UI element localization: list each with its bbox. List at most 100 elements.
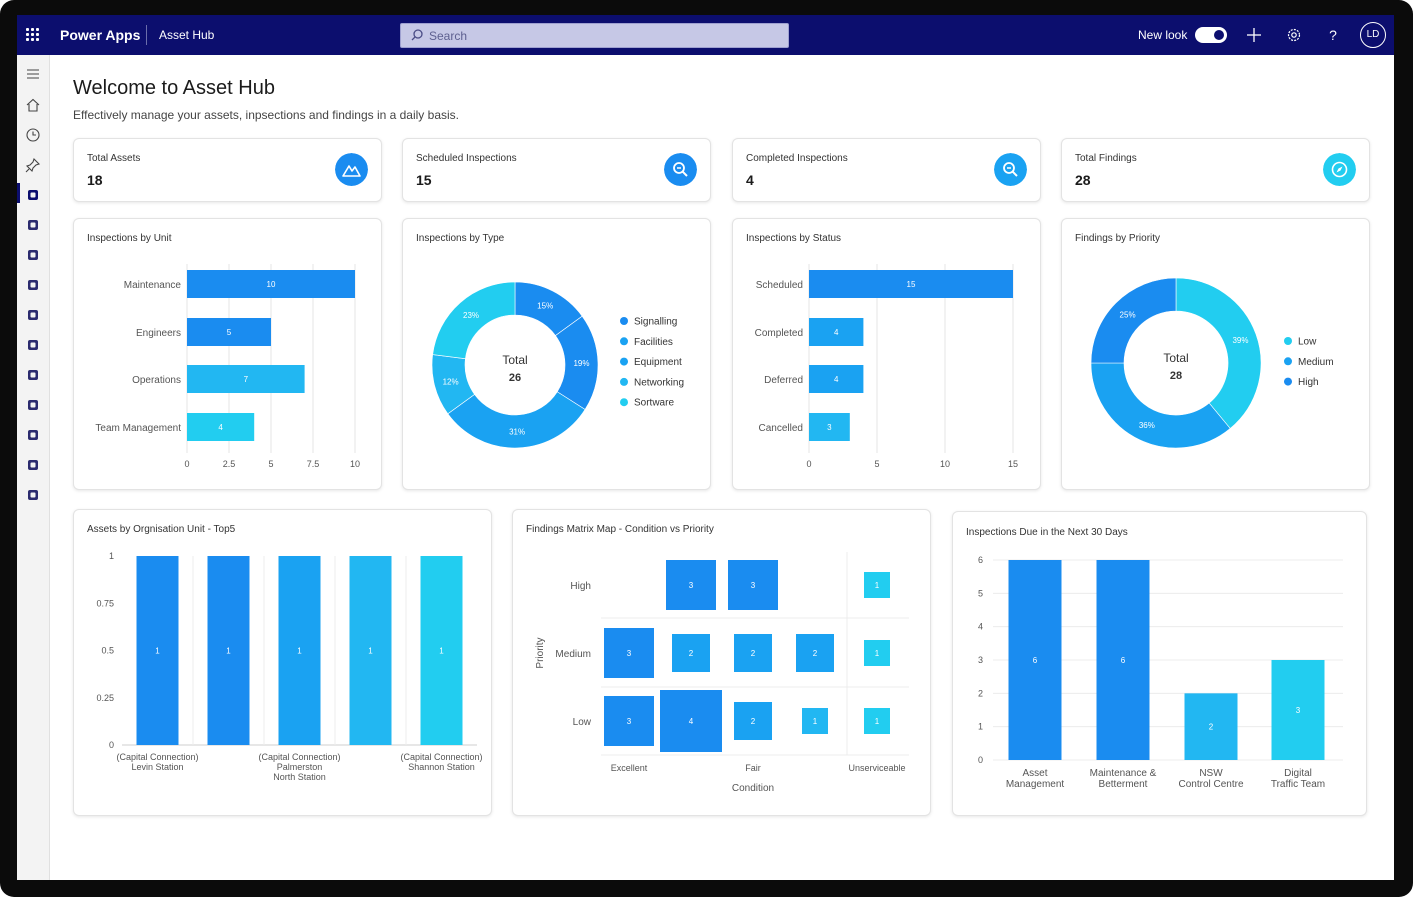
monitor-chart-icon[interactable]: [24, 456, 42, 474]
category-label: Deferred: [764, 375, 803, 386]
category-label: Shannon Station: [408, 762, 475, 772]
brand-name[interactable]: Power Apps: [60, 27, 141, 43]
kpi-card-total-findings[interactable]: Total Findings 28: [1061, 138, 1370, 202]
x-tick-label: 7.5: [307, 459, 320, 469]
timer-icon[interactable]: [24, 276, 42, 294]
pin-icon[interactable]: [24, 156, 42, 174]
kpi-card-completed-inspections[interactable]: Completed Inspections 4: [732, 138, 1041, 202]
data-label: 4: [834, 375, 839, 384]
hamburger-menu-icon[interactable]: [24, 65, 42, 83]
kpi-label: Total Assets: [87, 153, 141, 164]
plus-icon[interactable]: [1245, 26, 1263, 44]
search-zoom-icon: [994, 153, 1027, 186]
chart-title: Findings Matrix Map - Condition vs Prior…: [526, 524, 714, 535]
data-label: 4: [834, 328, 839, 337]
kpi-label: Scheduled Inspections: [416, 153, 517, 164]
calendar-icon[interactable]: [24, 306, 42, 324]
donut-slice: [1090, 362, 1231, 449]
clock-face: [26, 128, 40, 142]
matrix-cell: [864, 572, 890, 598]
donut-center-value: 28: [1170, 370, 1182, 382]
category-label: Scheduled: [756, 280, 803, 291]
column-label: Excellent: [611, 763, 648, 773]
x-tick-label: 5: [268, 459, 273, 469]
data-label: 15: [907, 280, 916, 289]
org-hierarchy-icon[interactable]: [24, 246, 42, 264]
y-tick-label: 5: [978, 588, 983, 598]
calendar-grid-icon[interactable]: [24, 426, 42, 444]
calendar-alt-icon[interactable]: [24, 366, 42, 384]
x-axis-title: Condition: [732, 783, 774, 794]
legend-label: Networking: [634, 377, 684, 388]
legend-label: High: [1298, 377, 1319, 388]
bar: [809, 318, 864, 346]
app-launcher-icon[interactable]: [26, 28, 40, 42]
user-avatar[interactable]: LD: [1360, 22, 1386, 48]
y-axis-title: Priority: [535, 637, 546, 668]
cell-label: 1: [813, 717, 818, 726]
bar: [1184, 693, 1238, 760]
data-label: 7: [244, 375, 249, 384]
chart-card-inspections-by-unit: Inspections by Unit 0 2.5 5 7.5 10 Maintenanc…: [73, 218, 382, 490]
matrix-cell: [864, 708, 890, 734]
slice-label: 39%: [1232, 336, 1248, 345]
nav-glyph-inner: [30, 342, 36, 348]
kpi-value: 28: [1075, 172, 1091, 188]
bar: [207, 556, 250, 745]
bar: [187, 413, 255, 441]
compass-icon: [1323, 153, 1356, 186]
category-label: NSW: [1199, 768, 1223, 779]
eye-icon[interactable]: [24, 396, 42, 414]
dashboard-icon[interactable]: [24, 186, 42, 204]
assets-user-icon[interactable]: [24, 216, 42, 234]
legend-label: Low: [1298, 337, 1317, 348]
bar: [1096, 560, 1150, 760]
category-label: Control Centre: [1178, 779, 1243, 790]
cell-label: 2: [813, 649, 818, 658]
donut-slice: [447, 391, 586, 449]
active-nav-indicator: [17, 183, 20, 203]
settings-gear-icon[interactable]: [1285, 26, 1303, 44]
y-tick-label: 0.5: [101, 646, 114, 656]
cart-icon[interactable]: [24, 336, 42, 354]
matrix-cell: [604, 628, 654, 678]
data-label: 3: [827, 423, 832, 432]
x-tick-label: 2.5: [223, 459, 236, 469]
bar: [1008, 560, 1062, 760]
row-label: High: [570, 581, 591, 592]
y-tick-label: 1: [978, 722, 983, 732]
app-name[interactable]: Asset Hub: [159, 28, 215, 42]
category-label: Betterment: [1099, 779, 1148, 790]
category-label: Levin Station: [131, 762, 183, 772]
legend-swatch: [1284, 357, 1292, 366]
new-look-toggle[interactable]: [1195, 27, 1227, 43]
nav-glyph-inner: [30, 192, 36, 198]
monitor-chart-alt-icon[interactable]: [24, 486, 42, 504]
main-content: Welcome to Asset Hub Effectively manage …: [50, 55, 1394, 880]
search-placeholder: Search: [429, 29, 468, 43]
chart-card-inspections-by-status: Inspections by Status 0 5 10 15 Scheduled 15 C…: [732, 218, 1041, 490]
matrix-cell: [604, 696, 654, 746]
nav-glyph-inner: [30, 312, 36, 318]
left-nav: [17, 55, 50, 880]
recent-clock-icon[interactable]: [24, 126, 42, 144]
y-tick-label: 4: [978, 622, 983, 632]
cell-label: 1: [875, 717, 880, 726]
slice-label: 36%: [1139, 421, 1155, 430]
search-input[interactable]: Search: [400, 23, 789, 48]
category-label: Asset: [1022, 768, 1047, 779]
legend-label: Equipment: [634, 357, 682, 368]
matrix-cell: [796, 634, 834, 672]
help-icon[interactable]: ?: [1324, 26, 1342, 44]
kpi-card-total-assets[interactable]: Total Assets 18: [73, 138, 382, 202]
nav-glyph-inner: [30, 252, 36, 258]
y-tick-label: 0: [978, 755, 983, 765]
new-look-label: New look: [1138, 28, 1188, 42]
home-icon[interactable]: [24, 96, 42, 114]
clock-hands: [32, 131, 36, 136]
svg-text:?: ?: [1329, 27, 1337, 43]
nav-glyph-inner: [30, 222, 36, 228]
x-tick-label: 5: [874, 459, 879, 469]
kpi-card-scheduled-inspections[interactable]: Scheduled Inspections 15: [402, 138, 711, 202]
